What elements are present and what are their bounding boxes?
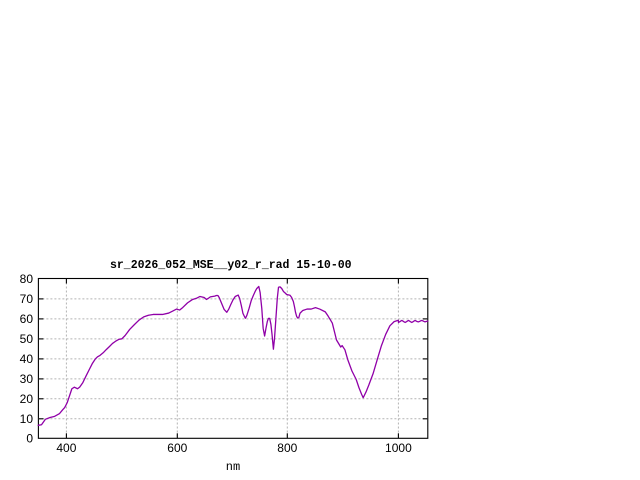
svg-text:30: 30 — [20, 372, 34, 386]
svg-text:60: 60 — [20, 312, 34, 326]
svg-text:600: 600 — [167, 441, 187, 455]
svg-text:70: 70 — [20, 292, 34, 306]
svg-text:400: 400 — [56, 441, 76, 455]
svg-text:1000: 1000 — [385, 441, 412, 455]
svg-text:50: 50 — [20, 332, 34, 346]
svg-text:sr_2026_052_MSE__y02_r_rad 15-: sr_2026_052_MSE__y02_r_rad 15-10-00 — [110, 259, 352, 272]
svg-text:800: 800 — [277, 441, 297, 455]
svg-text:0: 0 — [26, 432, 33, 446]
svg-text:20: 20 — [20, 392, 34, 406]
svg-text:nm: nm — [226, 460, 240, 474]
svg-text:10: 10 — [20, 412, 34, 426]
svg-text:80: 80 — [20, 272, 34, 286]
svg-text:40: 40 — [20, 352, 34, 366]
